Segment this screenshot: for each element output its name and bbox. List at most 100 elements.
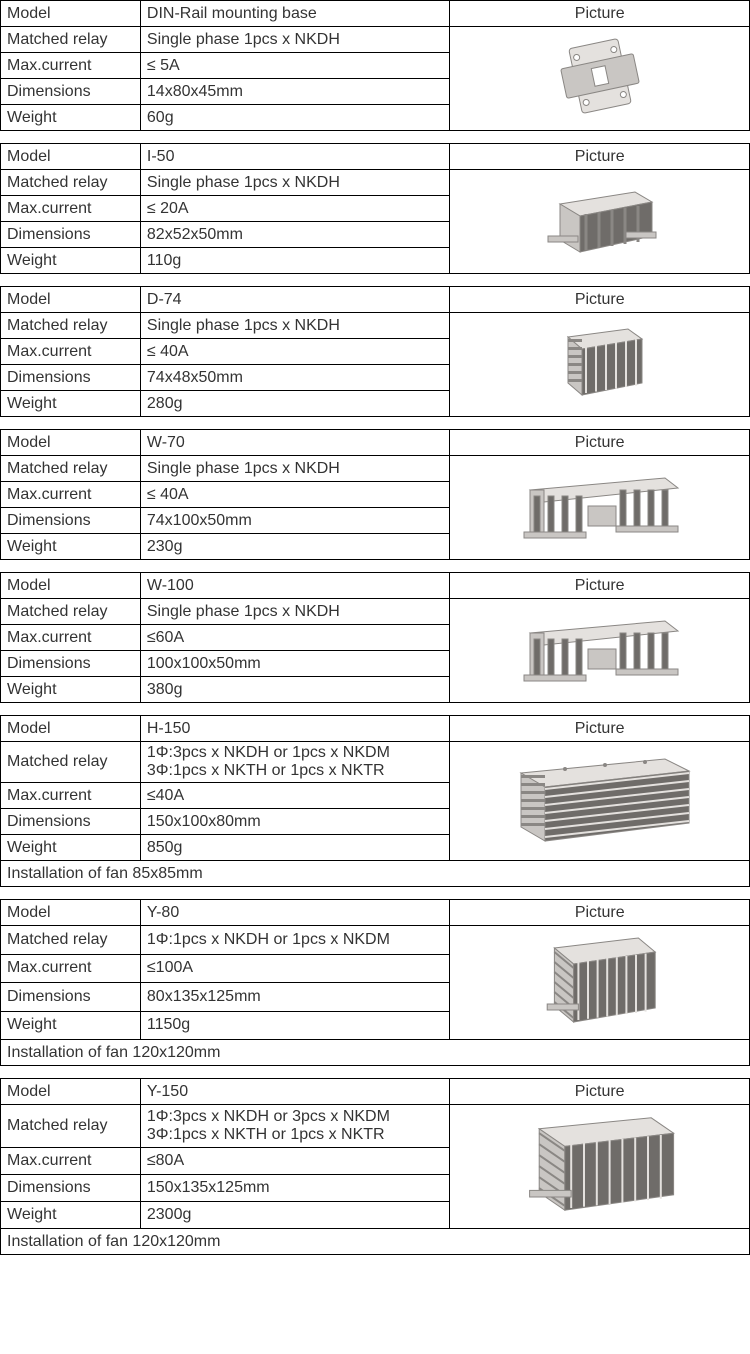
value-max-current: ≤ 20A bbox=[140, 196, 450, 222]
value-max-current: ≤40A bbox=[140, 783, 449, 809]
label-max-current: Max.current bbox=[1, 482, 141, 508]
product-picture bbox=[450, 599, 750, 703]
product-picture bbox=[450, 926, 750, 1040]
value-model: D-74 bbox=[140, 287, 450, 313]
product-picture bbox=[450, 313, 750, 417]
label-weight: Weight bbox=[1, 391, 141, 417]
value-weight: 110g bbox=[140, 248, 450, 274]
value-weight: 850g bbox=[140, 835, 449, 861]
value-dimensions: 74x48x50mm bbox=[140, 365, 450, 391]
heatsink-icon bbox=[505, 749, 695, 854]
footer-note: Installation of fan 85x85mm bbox=[1, 861, 750, 887]
product-block: Model Y-150 Picture Matched relay 1Φ:3pc… bbox=[0, 1078, 750, 1255]
value-model: I-50 bbox=[140, 144, 450, 170]
value-matched-relay: Single phase 1pcs x NKDH bbox=[140, 456, 449, 482]
value-dimensions: 14x80x45mm bbox=[140, 79, 450, 105]
label-matched-relay: Matched relay bbox=[1, 599, 141, 625]
value-matched-relay: 1Φ:1pcs x NKDH or 1pcs x NKDM bbox=[140, 926, 450, 955]
value-weight: 60g bbox=[140, 105, 450, 131]
value-matched-relay: Single phase 1pcs x NKDH bbox=[140, 313, 450, 339]
product-block: Model DIN-Rail mounting base Picture Mat… bbox=[0, 0, 750, 131]
value-dimensions: 80x135x125mm bbox=[140, 983, 450, 1012]
heatsink-icon bbox=[550, 317, 650, 412]
value-weight: 380g bbox=[140, 677, 449, 703]
label-max-current: Max.current bbox=[1, 1147, 141, 1174]
value-max-current: ≤ 40A bbox=[140, 339, 450, 365]
label-dimensions: Dimensions bbox=[1, 1174, 141, 1201]
value-model: Y-150 bbox=[140, 1079, 449, 1105]
value-weight: 1150g bbox=[140, 1011, 450, 1040]
label-dimensions: Dimensions bbox=[1, 651, 141, 677]
value-max-current: ≤100A bbox=[140, 954, 450, 983]
label-dimensions: Dimensions bbox=[1, 809, 141, 835]
picture-header: Picture bbox=[450, 573, 750, 599]
label-model: Model bbox=[1, 1, 141, 27]
value-weight: 230g bbox=[140, 534, 449, 560]
product-block: Model W-70 Picture Matched relay Single … bbox=[0, 429, 750, 560]
product-picture bbox=[450, 1105, 750, 1229]
label-weight: Weight bbox=[1, 677, 141, 703]
picture-header: Picture bbox=[450, 1079, 750, 1105]
picture-header: Picture bbox=[450, 287, 750, 313]
value-max-current: ≤ 5A bbox=[140, 53, 450, 79]
label-matched-relay: Matched relay bbox=[1, 926, 141, 955]
footer-note: Installation of fan 120x120mm bbox=[1, 1229, 750, 1255]
value-matched-relay: Single phase 1pcs x NKDH bbox=[140, 170, 450, 196]
value-weight: 280g bbox=[140, 391, 450, 417]
label-matched-relay: Matched relay bbox=[1, 1105, 141, 1148]
label-matched-relay: Matched relay bbox=[1, 313, 141, 339]
label-model: Model bbox=[1, 430, 141, 456]
product-picture bbox=[450, 742, 750, 861]
label-weight: Weight bbox=[1, 105, 141, 131]
label-model: Model bbox=[1, 287, 141, 313]
label-dimensions: Dimensions bbox=[1, 365, 141, 391]
value-model: H-150 bbox=[140, 716, 449, 742]
label-matched-relay: Matched relay bbox=[1, 27, 141, 53]
value-matched-relay: 1Φ:3pcs x NKDH or 3pcs x NKDM3Φ:1pcs x N… bbox=[140, 1105, 449, 1148]
value-weight: 2300g bbox=[140, 1201, 449, 1228]
value-dimensions: 150x100x80mm bbox=[140, 809, 449, 835]
label-weight: Weight bbox=[1, 534, 141, 560]
label-weight: Weight bbox=[1, 1201, 141, 1228]
product-block: Model I-50 Picture Matched relay Single … bbox=[0, 143, 750, 274]
value-matched-relay: Single phase 1pcs x NKDH bbox=[140, 27, 450, 53]
label-weight: Weight bbox=[1, 835, 141, 861]
heatsink-icon bbox=[545, 33, 655, 124]
label-weight: Weight bbox=[1, 248, 141, 274]
product-spec-tables: Model DIN-Rail mounting base Picture Mat… bbox=[0, 0, 750, 1255]
label-dimensions: Dimensions bbox=[1, 79, 141, 105]
value-max-current: ≤60A bbox=[140, 625, 449, 651]
label-max-current: Max.current bbox=[1, 196, 141, 222]
heatsink-icon bbox=[520, 603, 680, 698]
label-dimensions: Dimensions bbox=[1, 222, 141, 248]
value-dimensions: 82x52x50mm bbox=[140, 222, 450, 248]
product-picture bbox=[450, 27, 750, 131]
label-model: Model bbox=[1, 900, 141, 926]
product-block: Model Y-80 Picture Matched relay 1Φ:1pcs… bbox=[0, 899, 750, 1066]
picture-header: Picture bbox=[450, 430, 750, 456]
label-max-current: Max.current bbox=[1, 783, 141, 809]
value-matched-relay: 1Φ:3pcs x NKDH or 1pcs x NKDM3Φ:1pcs x N… bbox=[140, 742, 449, 783]
value-model: W-70 bbox=[140, 430, 449, 456]
label-model: Model bbox=[1, 716, 141, 742]
label-max-current: Max.current bbox=[1, 954, 141, 983]
value-dimensions: 150x135x125mm bbox=[140, 1174, 449, 1201]
label-dimensions: Dimensions bbox=[1, 508, 141, 534]
label-matched-relay: Matched relay bbox=[1, 170, 141, 196]
label-max-current: Max.current bbox=[1, 625, 141, 651]
label-model: Model bbox=[1, 144, 141, 170]
picture-header: Picture bbox=[450, 144, 750, 170]
heatsink-icon bbox=[520, 460, 680, 555]
value-model: Y-80 bbox=[140, 900, 450, 926]
product-picture bbox=[450, 456, 750, 560]
picture-header: Picture bbox=[450, 900, 750, 926]
picture-header: Picture bbox=[450, 716, 750, 742]
label-weight: Weight bbox=[1, 1011, 141, 1040]
value-matched-relay: Single phase 1pcs x NKDH bbox=[140, 599, 449, 625]
product-block: Model W-100 Picture Matched relay Single… bbox=[0, 572, 750, 703]
value-model: W-100 bbox=[140, 573, 449, 599]
label-matched-relay: Matched relay bbox=[1, 456, 141, 482]
label-max-current: Max.current bbox=[1, 53, 141, 79]
heatsink-icon bbox=[520, 1109, 680, 1224]
picture-header: Picture bbox=[450, 1, 750, 27]
